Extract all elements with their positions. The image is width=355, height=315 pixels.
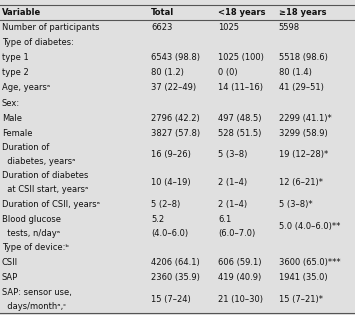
Text: days/monthᵃ,ᶜ: days/monthᵃ,ᶜ — [2, 302, 66, 311]
Text: (4.0–6.0): (4.0–6.0) — [151, 229, 188, 238]
Text: 606 (59.1): 606 (59.1) — [218, 258, 262, 267]
Text: 6623: 6623 — [151, 23, 172, 32]
Text: 10 (4–19): 10 (4–19) — [151, 178, 191, 187]
Text: 2 (1–4): 2 (1–4) — [218, 200, 247, 209]
Text: 5.0 (4.0–6.0)**: 5.0 (4.0–6.0)** — [279, 221, 340, 231]
Text: type 1: type 1 — [2, 53, 28, 62]
Text: Sex:: Sex: — [2, 99, 20, 108]
Text: 5.2: 5.2 — [151, 215, 164, 224]
Text: 1941 (35.0): 1941 (35.0) — [279, 273, 327, 282]
Text: 2796 (42.2): 2796 (42.2) — [151, 114, 200, 123]
Text: 1025: 1025 — [218, 23, 239, 32]
Text: 2360 (35.9): 2360 (35.9) — [151, 273, 200, 282]
Text: Type of diabetes:: Type of diabetes: — [2, 38, 73, 47]
Text: Duration of CSII, yearsᵃ: Duration of CSII, yearsᵃ — [2, 200, 100, 209]
Text: Age, yearsᵃ: Age, yearsᵃ — [2, 83, 50, 93]
Text: SAP: SAP — [2, 273, 18, 282]
Text: at CSII start, yearsᵃ: at CSII start, yearsᵃ — [2, 186, 88, 194]
Text: 1025 (100): 1025 (100) — [218, 53, 264, 62]
Text: type 2: type 2 — [2, 68, 28, 77]
Text: 15 (7–21)*: 15 (7–21)* — [279, 295, 323, 304]
Text: 80 (1.4): 80 (1.4) — [279, 68, 312, 77]
Text: 3299 (58.9): 3299 (58.9) — [279, 129, 327, 138]
Text: 5598: 5598 — [279, 23, 300, 32]
Text: 16 (9–26): 16 (9–26) — [151, 151, 191, 159]
Text: Variable: Variable — [2, 8, 41, 17]
Text: 419 (40.9): 419 (40.9) — [218, 273, 262, 282]
Text: 5518 (98.6): 5518 (98.6) — [279, 53, 328, 62]
Text: Total: Total — [151, 8, 174, 17]
Text: Male: Male — [2, 114, 22, 123]
Text: (6.0–7.0): (6.0–7.0) — [218, 229, 256, 238]
Text: 12 (6–21)*: 12 (6–21)* — [279, 178, 323, 187]
Text: 3827 (57.8): 3827 (57.8) — [151, 129, 200, 138]
Text: 0 (0): 0 (0) — [218, 68, 238, 77]
Text: 3600 (65.0)***: 3600 (65.0)*** — [279, 258, 340, 267]
Text: 21 (10–30): 21 (10–30) — [218, 295, 263, 304]
Text: SAP: sensor use,: SAP: sensor use, — [2, 288, 72, 297]
Text: tests, n/dayᵃ: tests, n/dayᵃ — [2, 229, 60, 238]
Text: 5 (3–8)*: 5 (3–8)* — [279, 200, 312, 209]
Text: 14 (11–16): 14 (11–16) — [218, 83, 263, 93]
Text: 41 (29–51): 41 (29–51) — [279, 83, 323, 93]
Text: 4206 (64.1): 4206 (64.1) — [151, 258, 200, 267]
Text: Female: Female — [2, 129, 32, 138]
Text: Blood glucose: Blood glucose — [2, 215, 61, 224]
Text: 15 (7–24): 15 (7–24) — [151, 295, 191, 304]
Text: 528 (51.5): 528 (51.5) — [218, 129, 262, 138]
Text: 6.1: 6.1 — [218, 215, 231, 224]
Text: 19 (12–28)*: 19 (12–28)* — [279, 151, 328, 159]
Text: Number of participants: Number of participants — [2, 23, 99, 32]
Text: 6543 (98.8): 6543 (98.8) — [151, 53, 200, 62]
Text: 37 (22–49): 37 (22–49) — [151, 83, 196, 93]
Text: <18 years: <18 years — [218, 8, 266, 17]
Text: diabetes, yearsᵃ: diabetes, yearsᵃ — [2, 158, 75, 166]
Text: ≥18 years: ≥18 years — [279, 8, 326, 17]
Text: CSII: CSII — [2, 258, 18, 267]
Text: 2299 (41.1)*: 2299 (41.1)* — [279, 114, 332, 123]
Text: 5 (3–8): 5 (3–8) — [218, 151, 248, 159]
Text: Duration of: Duration of — [2, 143, 49, 152]
Text: 5 (2–8): 5 (2–8) — [151, 200, 180, 209]
Text: 80 (1.2): 80 (1.2) — [151, 68, 184, 77]
Text: 497 (48.5): 497 (48.5) — [218, 114, 262, 123]
Text: Duration of diabetes: Duration of diabetes — [2, 171, 88, 180]
Text: Type of device:ᵇ: Type of device:ᵇ — [2, 243, 69, 252]
Text: 2 (1–4): 2 (1–4) — [218, 178, 247, 187]
